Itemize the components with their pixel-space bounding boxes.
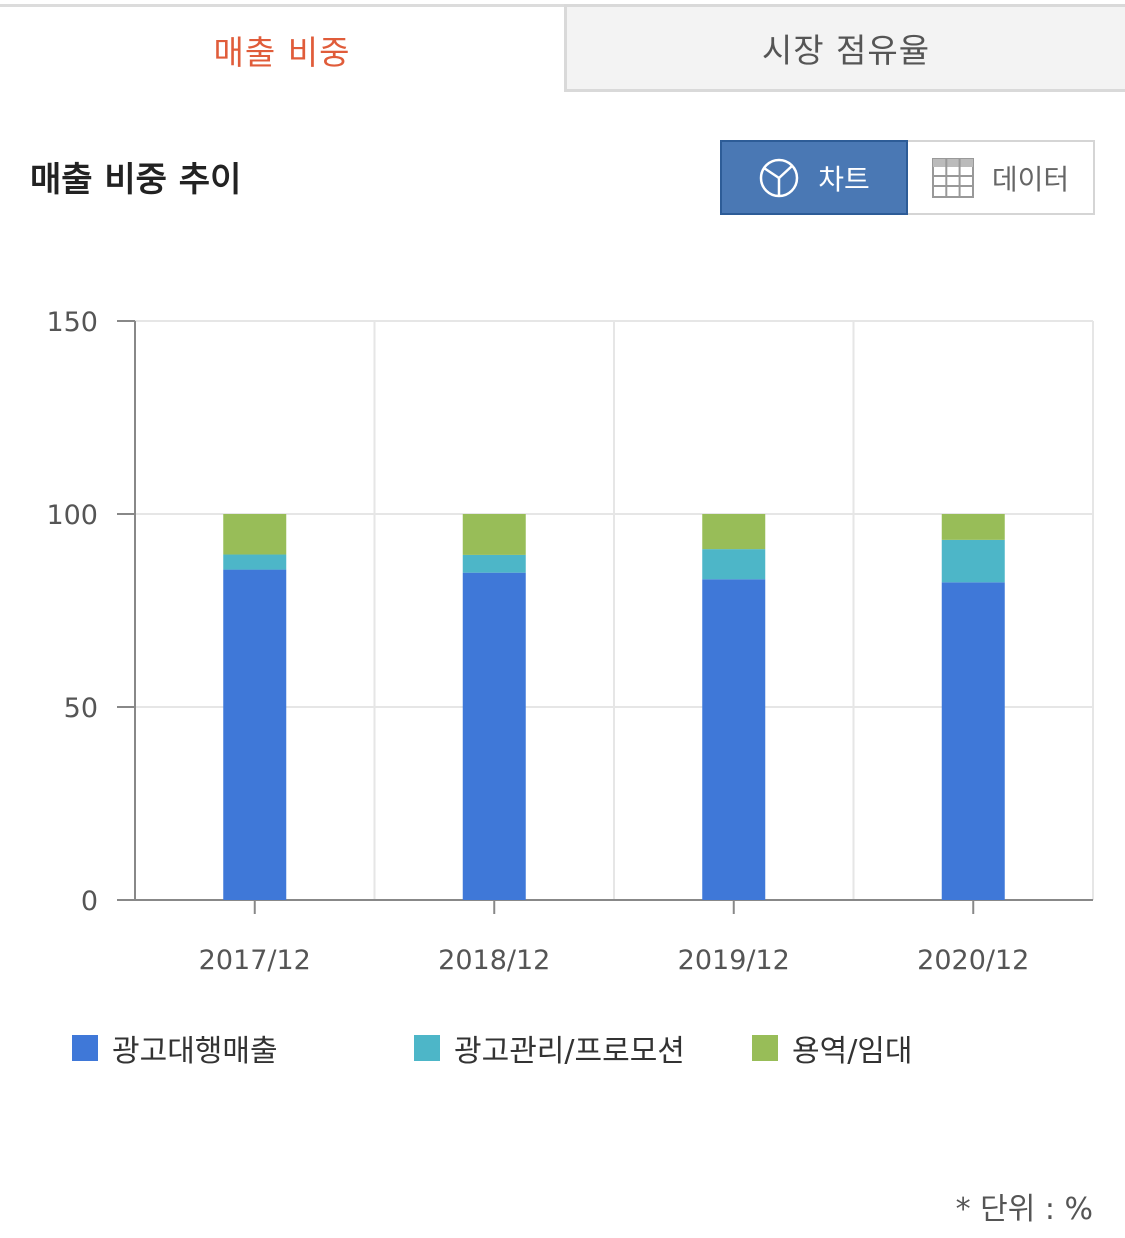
- unit-note: * 단위 : %: [955, 1192, 1093, 1227]
- bar-segment: [223, 554, 287, 570]
- x-tick-label: 2020/12: [917, 945, 1029, 976]
- bar-segment: [223, 569, 287, 900]
- legend-item-ad-management[interactable]: 광고관리/프로모션: [414, 1026, 685, 1070]
- bar-segment: [223, 514, 287, 555]
- legend-swatch: [752, 1035, 778, 1061]
- pie-chart-icon: [759, 158, 799, 197]
- tab-market-share[interactable]: 시장 점유율: [564, 4, 1125, 92]
- chart-view-label: 차트: [818, 162, 870, 196]
- legend-swatch: [414, 1035, 440, 1061]
- data-view-button[interactable]: 데이터: [908, 140, 1095, 215]
- data-view-label: 데이터: [991, 162, 1070, 196]
- y-tick-label: 150: [46, 307, 98, 338]
- legend-item-ad-agency[interactable]: 광고대행매출: [72, 1026, 278, 1070]
- y-tick-label: 0: [81, 886, 98, 917]
- legend-swatch: [72, 1035, 98, 1061]
- x-tick-label: 2018/12: [438, 945, 550, 976]
- stacked-bar-chart: 0 50 100 150 2017/12 2018/12 2019/12 2020/12: [46, 307, 1094, 976]
- bar-segment: [941, 514, 1005, 540]
- bar-segment: [941, 539, 1005, 583]
- bar-segment: [702, 549, 766, 580]
- chart-legend: 광고대행매출 광고관리/프로모션 용역/임대: [0, 1026, 1125, 1069]
- bar-segment: [462, 554, 526, 573]
- legend-label: 광고관리/프로모션: [454, 1034, 685, 1069]
- section-title: 매출 비중 추이: [30, 160, 242, 200]
- bar-segment: [462, 514, 526, 555]
- legend-label: 광고대행매출: [112, 1034, 278, 1069]
- bar-segment: [702, 579, 766, 900]
- legend-item-service-rental[interactable]: 용역/임대: [752, 1026, 913, 1070]
- x-tick-label: 2019/12: [678, 945, 790, 976]
- y-tick-label: 100: [46, 500, 98, 531]
- y-tick-label: 50: [64, 693, 98, 724]
- tab-bar: 매출 비중 시장 점유율: [0, 0, 1125, 96]
- bar-segment: [941, 582, 1005, 900]
- bar-segment: [462, 572, 526, 900]
- table-grid-icon: [931, 157, 974, 198]
- tab-sales-share[interactable]: 매출 비중: [0, 4, 564, 92]
- legend-label: 용역/임대: [792, 1034, 913, 1069]
- chart-view-button[interactable]: 차트: [720, 140, 908, 215]
- x-tick-label: 2017/12: [199, 945, 311, 976]
- view-toggle: 차트 데이터: [720, 140, 1095, 215]
- bar-segment: [702, 514, 766, 550]
